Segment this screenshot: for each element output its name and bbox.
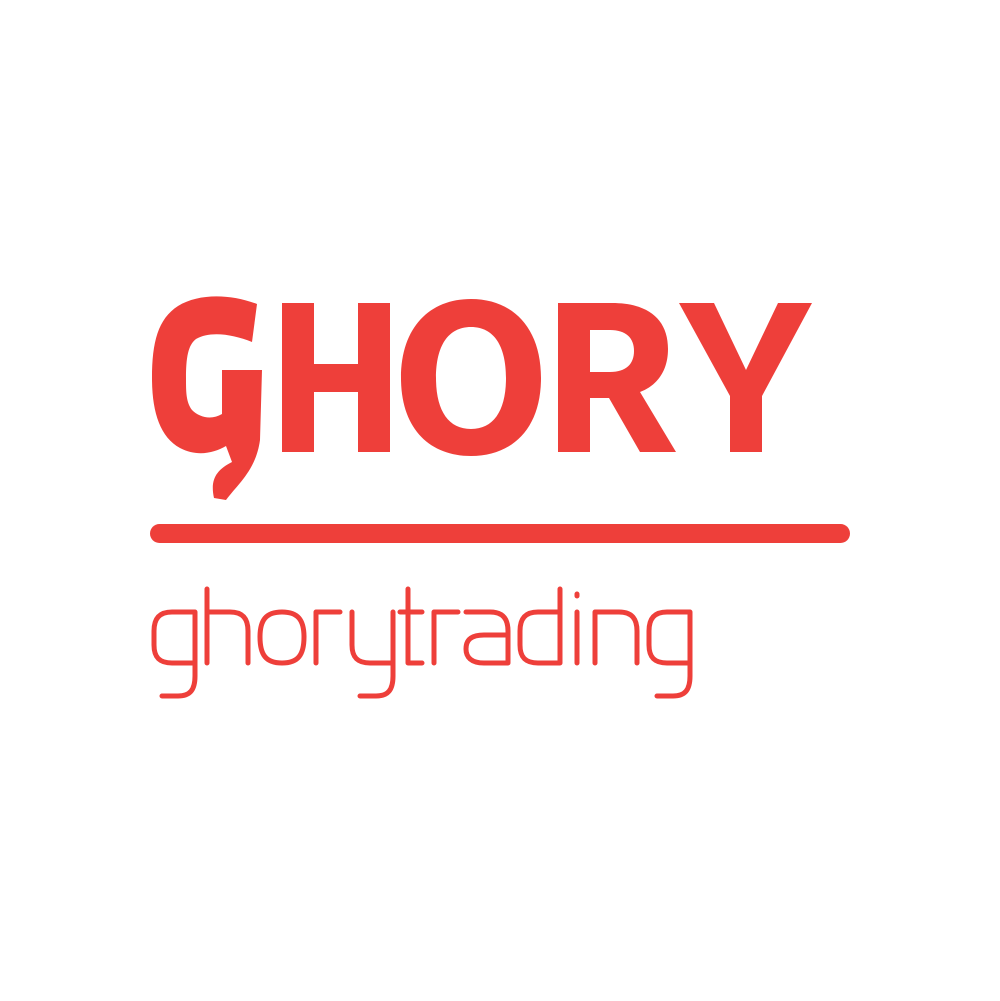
letter-g-glyph — [152, 296, 262, 500]
logo-wordmark — [152, 296, 812, 500]
letter-h-glyph — [282, 303, 390, 452]
divider-bar — [150, 524, 850, 543]
letter-o-glyph — [401, 299, 541, 456]
letter-r-glyph — [558, 303, 676, 452]
letter-y-glyph — [679, 303, 812, 452]
tagline-lettering — [151, 586, 693, 699]
